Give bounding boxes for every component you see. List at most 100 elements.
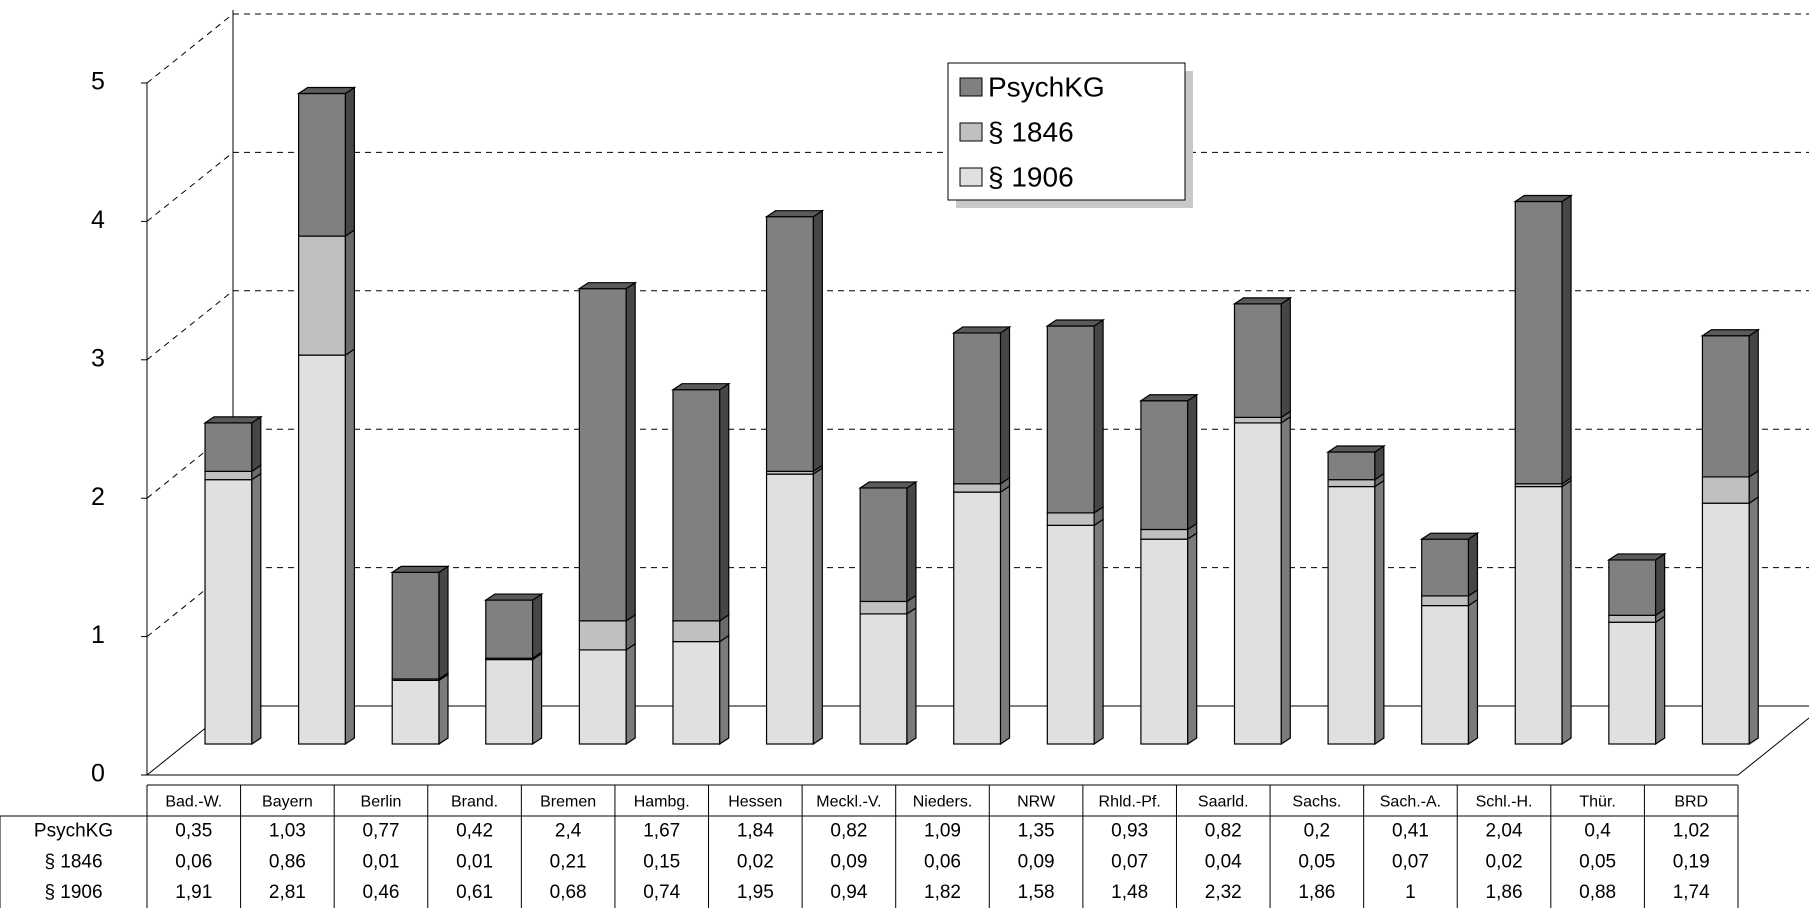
table-cell: 1,35 xyxy=(1018,821,1055,842)
bar-top xyxy=(764,210,825,218)
table-cell: 0,77 xyxy=(362,821,399,842)
table-cell: 0,06 xyxy=(175,852,212,873)
x-tick-label: Hambg. xyxy=(634,794,690,811)
table-cell: 0,05 xyxy=(1298,852,1335,873)
bar-side xyxy=(531,592,543,660)
table-cell: 0,82 xyxy=(1205,821,1242,842)
y-tick-label: 4 xyxy=(91,206,105,234)
bar-top xyxy=(1138,394,1199,402)
table-cell: 2,32 xyxy=(1205,882,1242,903)
bar-side xyxy=(1561,194,1572,485)
x-tick-label: Saarld. xyxy=(1198,794,1249,811)
bar-side xyxy=(344,228,356,357)
table-cell: 0,82 xyxy=(830,821,867,842)
bar-side xyxy=(906,606,917,746)
bar-segment xyxy=(1701,476,1750,504)
bar-segment xyxy=(298,92,347,237)
grid-line xyxy=(146,13,234,84)
table-cell: 1,84 xyxy=(737,821,774,842)
bar-segment xyxy=(765,473,814,745)
bar-segment xyxy=(1327,485,1376,745)
bar-side xyxy=(812,209,823,473)
bar-segment xyxy=(672,640,721,745)
table-cell: 1,86 xyxy=(1486,882,1523,903)
x-tick-label: Bremen xyxy=(540,794,596,811)
x-tick-label: Thür. xyxy=(1579,794,1615,811)
bar-side xyxy=(344,347,356,746)
bar-top xyxy=(858,481,918,489)
bar-side xyxy=(999,325,1011,485)
table-cell: 0,04 xyxy=(1205,852,1242,873)
table-cell: 0,94 xyxy=(830,882,867,903)
table-cell: 1,09 xyxy=(924,821,961,842)
legend-label: § 1906 xyxy=(988,161,1074,192)
bar-segment xyxy=(1701,335,1750,478)
bar-side xyxy=(531,652,543,746)
bar-side xyxy=(1093,318,1104,514)
bar-segment xyxy=(953,491,1002,745)
x-tick-label: Nieders. xyxy=(913,794,973,811)
bar-segment xyxy=(859,613,908,745)
bar-top xyxy=(670,383,731,391)
row-label: § 1846 xyxy=(44,852,102,873)
table-cell: 0,21 xyxy=(550,852,587,873)
bar-side xyxy=(251,472,262,746)
bar-segment xyxy=(1514,200,1563,485)
x-tick-label: Meckl.-V. xyxy=(816,794,881,811)
table-cell: 0,15 xyxy=(643,852,680,873)
y-tick-label: 5 xyxy=(91,68,105,96)
bar-segment xyxy=(298,235,347,356)
table-cell: 0,02 xyxy=(737,852,774,873)
bar-segment xyxy=(1233,422,1282,745)
bar-side xyxy=(1561,479,1572,746)
x-tick-label: Schl.-H. xyxy=(1476,794,1533,811)
x-tick-label: Bad.-W. xyxy=(165,794,222,811)
table-cell: 1,03 xyxy=(269,821,306,842)
table-cell: 1,86 xyxy=(1298,882,1335,903)
bar-top xyxy=(1232,297,1293,305)
bar-segment xyxy=(298,354,347,745)
bar-top xyxy=(1045,319,1106,327)
bar-side xyxy=(1748,496,1759,746)
table-cell: 1,48 xyxy=(1111,882,1148,903)
x-tick-label: Bayern xyxy=(262,794,313,811)
bar-segment xyxy=(1421,604,1470,745)
bar-side xyxy=(1280,415,1291,746)
bar-side xyxy=(1748,328,1759,479)
bar-segment xyxy=(953,332,1002,485)
table-cell: 0,86 xyxy=(269,852,306,873)
bar-segment xyxy=(953,483,1002,493)
bar-segment xyxy=(1140,400,1189,531)
x-tick-label: Sach.-A. xyxy=(1380,794,1441,811)
bar-top xyxy=(203,416,263,424)
y-tick-label: 3 xyxy=(91,344,105,372)
bar-segment xyxy=(391,571,440,680)
bar-side xyxy=(1655,552,1666,617)
bar-side xyxy=(1093,518,1104,746)
bar-segment xyxy=(1608,621,1657,745)
table-cell: 1,95 xyxy=(737,882,774,903)
x-tick-label: Sachs. xyxy=(1292,794,1341,811)
grid-line xyxy=(146,290,234,361)
bar-segment xyxy=(1421,595,1470,607)
bar-segment xyxy=(672,620,721,643)
x-tick-label: NRW xyxy=(1017,794,1056,811)
table-cell: 1,74 xyxy=(1673,882,1710,903)
y-tick-label: 0 xyxy=(91,760,105,788)
table-cell: 1,02 xyxy=(1673,821,1710,842)
bar-side xyxy=(1187,393,1198,531)
table-cell: 0,05 xyxy=(1579,852,1616,873)
legend-label: PsychKG xyxy=(988,71,1105,102)
table-cell: 0,74 xyxy=(643,882,680,903)
bar-side xyxy=(1467,598,1479,746)
legend-label: § 1846 xyxy=(988,116,1074,147)
x-tick-label: BRD xyxy=(1674,794,1708,811)
bar-side xyxy=(1374,479,1385,746)
bar-segment xyxy=(1701,502,1750,745)
bar-side xyxy=(1280,296,1291,419)
bar-top xyxy=(483,593,544,601)
bar-side xyxy=(999,484,1011,746)
table-cell: 0,07 xyxy=(1392,852,1429,873)
bar-segment xyxy=(1140,538,1189,745)
